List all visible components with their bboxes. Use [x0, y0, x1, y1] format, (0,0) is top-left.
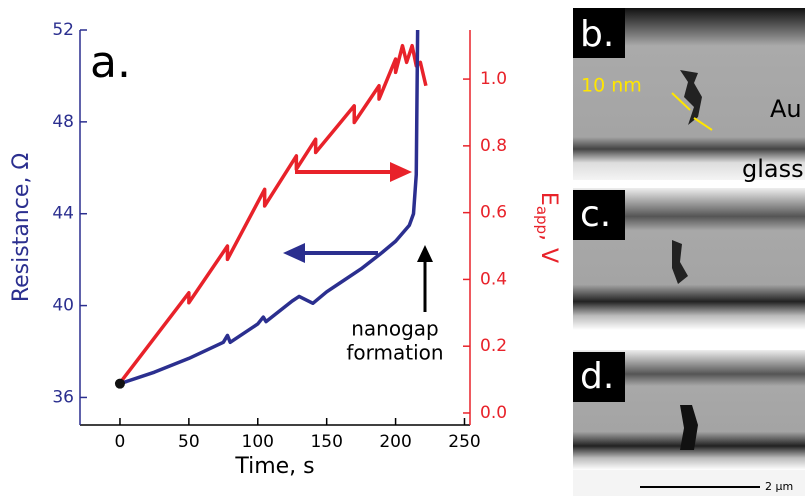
x-tick-label: 250 — [448, 432, 480, 452]
y2-tick-label: 0.6 — [480, 203, 507, 223]
panel-label: a. — [90, 37, 131, 88]
start-point — [114, 378, 125, 389]
arrowhead — [417, 245, 433, 262]
x-tick-label: 200 — [379, 432, 411, 452]
gap — [672, 240, 688, 284]
scale-label: 2 μm — [765, 480, 793, 493]
y2-title-sub: app — [534, 206, 552, 234]
label-box — [573, 8, 625, 58]
x-tick-label: 150 — [310, 432, 342, 452]
y2-title-main: E — [536, 192, 561, 206]
pointer — [693, 117, 713, 131]
y-tick-label: 52 — [52, 20, 74, 40]
plot: 0 50 100 150 200 250 36 40 44 48 52 0.0 0.2 0.4 0.6 0.8… — [9, 20, 561, 479]
y2-tick-label: 0.2 — [480, 336, 507, 356]
arrowhead — [390, 162, 412, 182]
y2-tick-label: 0.0 — [480, 403, 507, 423]
x-tick-label: 50 — [178, 432, 200, 452]
series-line — [118, 43, 428, 384]
y2-tick-label: 1.0 — [480, 69, 507, 89]
annotation: formation — [346, 341, 443, 365]
x-axis-title: Time, s — [234, 454, 314, 479]
y-axis-title: Resistance, Ω — [9, 153, 34, 302]
gap — [680, 405, 698, 450]
x-tick-label: 100 — [242, 432, 274, 452]
y-tick-label: 40 — [52, 296, 74, 316]
annotation: 10 nm — [581, 75, 642, 97]
y2-axis-title: Eapp, V — [534, 192, 562, 263]
panel-label: b. — [580, 14, 614, 55]
y-tick-label: 44 — [52, 204, 74, 224]
annotation: Au — [770, 95, 802, 123]
pointer — [671, 92, 691, 111]
arrowhead — [283, 243, 305, 263]
panel-label: d. — [580, 356, 614, 397]
series-line — [119, 29, 420, 386]
label-box — [573, 190, 625, 240]
y2-tick-label: 0.4 — [480, 269, 507, 289]
sem-strip — [573, 470, 805, 496]
y2-title-rest: , V — [536, 234, 561, 263]
panel-label: c. — [580, 194, 611, 235]
y2-tick-label: 0.8 — [480, 136, 507, 156]
annotation: nanogap — [351, 317, 439, 341]
gap — [680, 70, 702, 125]
y-tick-label: 36 — [52, 387, 74, 407]
x-tick-label: 0 — [115, 432, 126, 452]
label-box — [573, 352, 625, 402]
annotation: glass — [742, 155, 804, 183]
y-tick-label: 48 — [52, 112, 74, 132]
